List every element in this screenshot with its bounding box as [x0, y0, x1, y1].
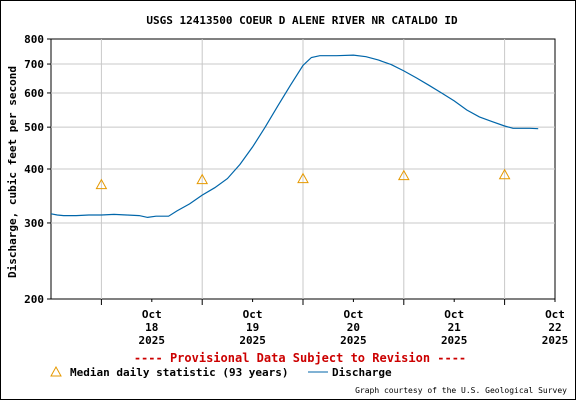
y-tick-label: 300 — [24, 217, 44, 230]
x-tick-label: 2025 — [441, 334, 468, 347]
y-tick-label: 600 — [24, 87, 44, 100]
y-tick-label: 400 — [24, 163, 44, 176]
y-tick-label: 700 — [24, 58, 44, 71]
credit-text: Graph courtesy of the U.S. Geological Su… — [355, 386, 567, 395]
x-tick-label: 19 — [246, 321, 259, 334]
x-tick-label: 2025 — [139, 334, 166, 347]
x-tick-label: 18 — [145, 321, 158, 334]
median-point — [397, 169, 410, 181]
x-tick-label: Oct — [343, 308, 363, 321]
legend-median-triangle-icon — [50, 365, 62, 377]
y-tick-label: 200 — [24, 293, 44, 306]
x-ticks: Oct182025Oct192025Oct202025Oct212025Oct2… — [100, 299, 569, 347]
x-tick-label: 2025 — [542, 334, 569, 347]
median-point — [498, 168, 511, 180]
x-tick-label: 2025 — [340, 334, 367, 347]
y-tick-label: 500 — [24, 121, 44, 134]
y-tick-label: 800 — [24, 33, 44, 46]
x-tick-label: 22 — [548, 321, 561, 334]
series — [50, 54, 539, 219]
x-tick-label: Oct — [545, 308, 565, 321]
x-tick-label: 20 — [347, 321, 360, 334]
x-tick-label: Oct — [142, 308, 162, 321]
y-ticks: 200 300 400 500 600 700 800 — [24, 33, 51, 306]
grid — [51, 39, 555, 299]
median-point — [95, 178, 108, 190]
median-point — [297, 172, 309, 184]
discharge-line — [50, 54, 539, 219]
chart-title: USGS 12413500 COEUR D ALENE RIVER NR CAT… — [146, 14, 458, 27]
legend-discharge-label: Discharge — [332, 366, 392, 379]
provisional-notice: ---- Provisional Data Subject to Revisio… — [134, 351, 466, 365]
x-tick-label: 2025 — [239, 334, 266, 347]
x-tick-label: 21 — [448, 321, 462, 334]
legend-median-label: Median daily statistic (93 years) — [70, 366, 289, 379]
y-axis-label: Discharge, cubic feet per second — [6, 66, 19, 278]
median-point — [196, 173, 209, 185]
x-tick-label: Oct — [243, 308, 263, 321]
x-tick-label: Oct — [444, 308, 464, 321]
legend: Median daily statistic (93 years) Discha… — [50, 365, 392, 379]
